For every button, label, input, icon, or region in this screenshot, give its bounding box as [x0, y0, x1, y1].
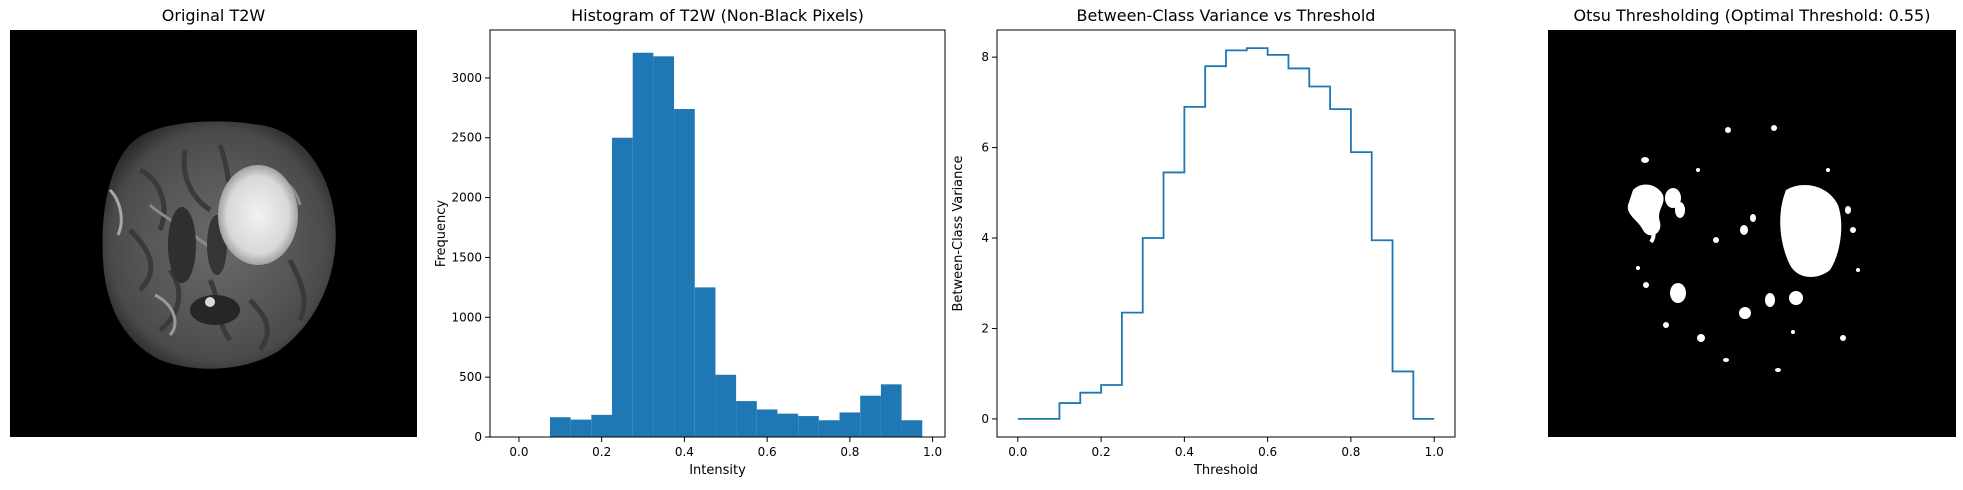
histogram-bar [860, 395, 881, 437]
histogram-ytick-label: 0 [474, 430, 482, 444]
histogram-ytick-label: 2000 [451, 191, 482, 205]
histogram-title: Histogram of T2W (Non-Black Pixels) [571, 6, 864, 25]
histogram-bar [756, 409, 778, 437]
histogram-ytick-label: 1000 [451, 310, 482, 324]
brain-mri-picture [102, 121, 336, 369]
otsu-mask-picture [1627, 125, 1860, 372]
histogram-chart: 0.0 0.2 0.4 0.6 0.8 1.0 0 500 1000 1500 2000 2500 30… [434, 29, 946, 478]
histogram-xtick-label: 0.8 [840, 445, 859, 459]
histogram-ytick-label: 3000 [451, 71, 482, 85]
histogram-bar [591, 414, 613, 437]
histogram-bar [612, 137, 633, 437]
histogram-bar [798, 416, 819, 437]
histogram-xtick-label: 0.4 [675, 445, 694, 459]
histogram-bar [570, 419, 592, 437]
histogram-ytick-label: 500 [459, 370, 482, 384]
variance-ytick-label: 6 [981, 141, 989, 155]
histogram-bar [880, 384, 902, 437]
histogram-xtick-label: 0.6 [758, 445, 777, 459]
histogram-xtick-label: 0.2 [592, 445, 611, 459]
histogram-bar [839, 412, 861, 437]
histogram-bar [736, 401, 757, 437]
histogram-ylabel: Frequency [434, 200, 449, 267]
variance-xtick-label: 0.0 [1008, 445, 1027, 459]
variance-ytick-label: 8 [981, 50, 989, 64]
histogram-xlabel: Intensity [689, 463, 746, 478]
variance-xtick-label: 0.8 [1341, 445, 1360, 459]
histogram-xtick-label: 1.0 [923, 445, 942, 459]
histogram-bar [715, 374, 737, 437]
histogram-bar [653, 56, 675, 437]
variance-plot-frame [996, 29, 1456, 438]
histogram-bar [632, 52, 654, 438]
variance-xtick-label: 0.2 [1092, 445, 1111, 459]
histogram-bar [777, 413, 799, 437]
variance-ytick-label: 2 [981, 321, 989, 335]
original-t2w-image [10, 30, 417, 437]
histogram-plot-frame [489, 29, 946, 438]
variance-xlabel: Threshold [1193, 463, 1258, 478]
variance-ytick-label: 4 [981, 231, 989, 245]
variance-xtick-label: 1.0 [1425, 445, 1444, 459]
otsu-image-title: Otsu Thresholding (Optimal Threshold: 0.… [1573, 6, 1931, 25]
otsu-threshold-image [1548, 30, 1956, 437]
histogram-ytick-label: 1500 [451, 250, 482, 264]
variance-plot-title: Between-Class Variance vs Threshold [1076, 6, 1376, 25]
variance-ytick-label: 0 [981, 412, 989, 426]
histogram-bar [694, 287, 716, 437]
histogram-xtick-label: 0.0 [509, 445, 528, 459]
histogram-bar [901, 420, 923, 437]
histogram-bar [549, 417, 571, 437]
variance-series-line [1017, 47, 1435, 420]
original-image-title: Original T2W [161, 6, 266, 25]
histogram-bar [818, 420, 840, 437]
variance-xtick-label: 0.4 [1175, 445, 1194, 459]
variance-ylabel: Between-Class Variance [951, 155, 966, 311]
histogram-ytick-label: 2500 [451, 131, 482, 145]
variance-line-chart: 0.0 0.2 0.4 0.6 0.8 1.0 0 2 4 6 8 Threshold Between-… [951, 29, 1456, 478]
histogram-bar [674, 109, 695, 437]
variance-xtick-label: 0.6 [1258, 445, 1277, 459]
